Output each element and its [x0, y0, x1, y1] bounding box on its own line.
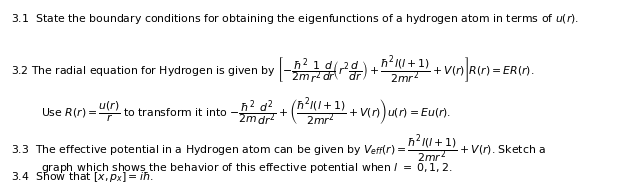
Text: 3.2 The radial equation for Hydrogen is given by $\left[-\dfrac{\hbar^2}{2m}\dfr: 3.2 The radial equation for Hydrogen is … — [11, 54, 535, 86]
Text: 3.4  Show that $[x,p_x]=i\hbar$.: 3.4 Show that $[x,p_x]=i\hbar$. — [11, 170, 154, 184]
Text: graph which shows the behavior of this effective potential when $l\;=\;0,1,2$.: graph which shows the behavior of this e… — [41, 161, 452, 175]
Text: Use $R(r)=\dfrac{u(r)}{r}$ to transform it into $-\dfrac{\hbar^2}{2m}\dfrac{d^2}: Use $R(r)=\dfrac{u(r)}{r}$ to transform … — [41, 97, 451, 128]
Text: 3.1  State the boundary conditions for obtaining the eigenfunctions of a hydroge: 3.1 State the boundary conditions for ob… — [11, 12, 579, 26]
Text: 3.3  The effective potential in a Hydrogen atom can be given by $V_{eff}(r)=\dfr: 3.3 The effective potential in a Hydroge… — [11, 133, 546, 164]
